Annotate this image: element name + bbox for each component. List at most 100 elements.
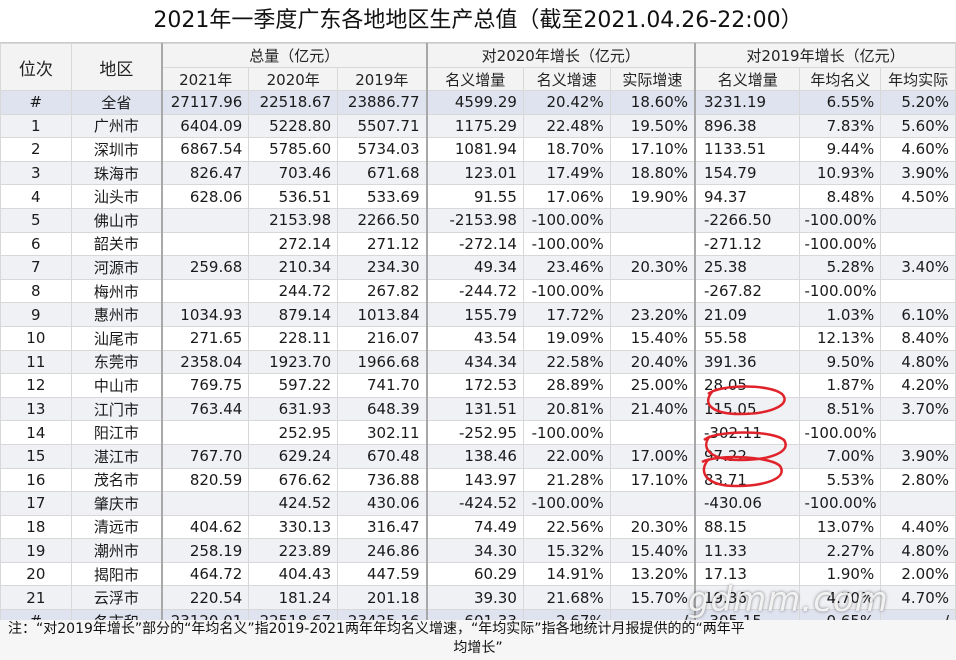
cell-increase-2019: 83.71	[694, 467, 801, 493]
cell-v2021	[161, 207, 250, 233]
footnote: 注：“对2019年增长”部分的“年均名义”指2019-2021两年年均名义增速，…	[0, 620, 956, 660]
cell-real-rate-2020: 19.90%	[609, 184, 696, 209]
cell-v2021: 27117.96	[161, 90, 250, 115]
header-y2020: 2020年	[248, 67, 339, 91]
cell-increase-2020: -244.72	[425, 278, 524, 304]
table-row: 6 韶关市 272.14 271.12 -272.14 -100.00% -271.12 -1…	[0, 231, 956, 257]
header-row-columns: 2021年 2020年 2019年 名义增量 名义增速 实际增速 名义增量 年均…	[1, 67, 956, 91]
cell-v2021: 769.75	[161, 373, 250, 398]
header-real-rate: 实际增速	[609, 67, 696, 91]
cell-rank: 18	[0, 514, 72, 540]
cell-v2019: 670.48	[337, 443, 427, 469]
cell-nominal-rate-2020: 14.91%	[522, 561, 611, 587]
cell-v2021: 6404.09	[161, 113, 250, 139]
cell-avg-nominal: 5.28%	[799, 255, 882, 280]
cell-increase-2020: 155.79	[425, 302, 524, 327]
cell-region: 汕头市	[70, 184, 163, 209]
cell-rank: 2	[0, 137, 72, 162]
cell-v2020: 404.43	[248, 561, 339, 587]
cell-avg-real	[880, 207, 956, 233]
table-row: 18 清远市 404.62 330.13 316.47 74.49 22.56% 20.30%…	[0, 514, 956, 540]
cell-avg-nominal: 4.70%	[799, 585, 882, 611]
cell-v2021: 767.70	[161, 443, 250, 469]
cell-v2019: 430.06	[337, 491, 427, 516]
cell-v2019: 216.07	[337, 325, 427, 351]
cell-v2020: 228.11	[248, 325, 339, 351]
cell-v2020: 631.93	[248, 396, 339, 422]
cell-nominal-rate-2020: 17.06%	[522, 184, 611, 209]
cell-avg-nominal: 1.90%	[799, 561, 882, 587]
cell-v2019: 2266.50	[337, 207, 427, 233]
header-y2021: 2021年	[161, 67, 250, 91]
header-nominal-increase-2019: 名义增量	[694, 67, 801, 91]
cell-v2019: 533.69	[337, 184, 427, 209]
cell-increase-2019: 19.36	[694, 585, 801, 611]
cell-avg-real: 4.40%	[880, 514, 956, 540]
cell-rank: 17	[0, 491, 72, 516]
cell-v2021: 404.62	[161, 514, 250, 540]
cell-v2019: 23886.77	[337, 90, 427, 115]
cell-nominal-rate-2020: 18.70%	[522, 137, 611, 162]
table-row: 12 中山市 769.75 597.22 741.70 172.53 28.89% 25.00…	[0, 373, 956, 398]
cell-v2021: 259.68	[161, 255, 250, 280]
table-row: 2 深圳市 6867.54 5785.60 5734.03 1081.94 18.70% 17…	[0, 137, 956, 162]
cell-avg-nominal: 7.83%	[799, 113, 882, 139]
cell-region: 揭阳市	[70, 561, 163, 587]
cell-region: 中山市	[70, 373, 163, 398]
table-row: 14 阳江市 252.95 302.11 -252.95 -100.00% -302.11-…	[0, 420, 956, 445]
cell-v2021	[161, 231, 250, 257]
cell-v2019: 234.30	[337, 255, 427, 280]
cell-increase-2020: 49.34	[425, 255, 524, 280]
cell-nominal-rate-2020: 22.00%	[522, 443, 611, 469]
cell-region: 湛江市	[70, 443, 163, 469]
cell-increase-2020: 1081.94	[425, 137, 524, 162]
cell-increase-2019: -430.06	[694, 491, 801, 516]
cell-real-rate-2020: 20.40%	[609, 349, 696, 375]
cell-increase-2019: 21.09	[694, 302, 801, 327]
cell-rank: 8	[0, 278, 72, 304]
cell-avg-nominal: 1.87%	[799, 373, 882, 398]
cell-rank: 9	[0, 302, 72, 327]
footnote-line1: 注：“对2019年增长”部分的“年均名义”指2019-2021两年年均名义增速，…	[8, 621, 745, 637]
cell-rank: 13	[0, 396, 72, 422]
cell-v2021: 763.44	[161, 396, 250, 422]
cell-v2020: 424.52	[248, 491, 339, 516]
cell-region: 韶关市	[70, 231, 163, 257]
cell-rank: 5	[0, 207, 72, 233]
header-nominal-increase: 名义增量	[425, 67, 524, 91]
cell-avg-real: 2.80%	[880, 467, 956, 493]
cell-v2019: 648.39	[337, 396, 427, 422]
table-row: 21 云浮市 220.54 181.24 201.18 39.30 21.68% 15.70%…	[0, 585, 956, 611]
cell-avg-nominal: 9.44%	[799, 137, 882, 162]
cell-increase-2020: 138.46	[425, 443, 524, 469]
cell-real-rate-2020: 18.60%	[609, 90, 696, 115]
table-row: 11 东莞市 2358.04 1923.70 1966.68 434.34 22.58% 20…	[0, 349, 956, 375]
cell-avg-real	[880, 420, 956, 445]
cell-v2019: 5507.71	[337, 113, 427, 139]
cell-v2021: 1034.93	[161, 302, 250, 327]
cell-increase-2020: 39.30	[425, 585, 524, 611]
cell-avg-real: 4.80%	[880, 538, 956, 563]
cell-avg-real: 6.10%	[880, 302, 956, 327]
cell-increase-2019: 55.58	[694, 325, 801, 351]
cell-avg-real: 4.80%	[880, 349, 956, 375]
cell-avg-nominal: 12.13%	[799, 325, 882, 351]
cell-region: 广州市	[70, 113, 163, 139]
cell-nominal-rate-2020: 22.56%	[522, 514, 611, 540]
table-row: 15 湛江市 767.70 629.24 670.48 138.46 22.00% 17.00…	[0, 443, 956, 469]
cell-increase-2019: -267.82	[694, 278, 801, 304]
cell-increase-2019: 17.13	[694, 561, 801, 587]
cell-avg-nominal: -100.00%	[799, 420, 882, 445]
cell-avg-real	[880, 491, 956, 516]
cell-real-rate-2020: 19.50%	[609, 113, 696, 139]
header-nominal-rate: 名义增速	[522, 67, 611, 91]
cell-real-rate-2020	[609, 231, 696, 257]
cell-increase-2019: 28.05	[694, 373, 801, 398]
cell-region: 江门市	[70, 396, 163, 422]
table-row: 4 汕头市 628.06 536.51 533.69 91.55 17.06% 19.90% 9…	[0, 184, 956, 209]
cell-real-rate-2020: 25.00%	[609, 373, 696, 398]
cell-nominal-rate-2020: 28.89%	[522, 373, 611, 398]
cell-increase-2020: 74.49	[425, 514, 524, 540]
cell-rank: 3	[0, 160, 72, 186]
header-y2019: 2019年	[337, 67, 427, 91]
